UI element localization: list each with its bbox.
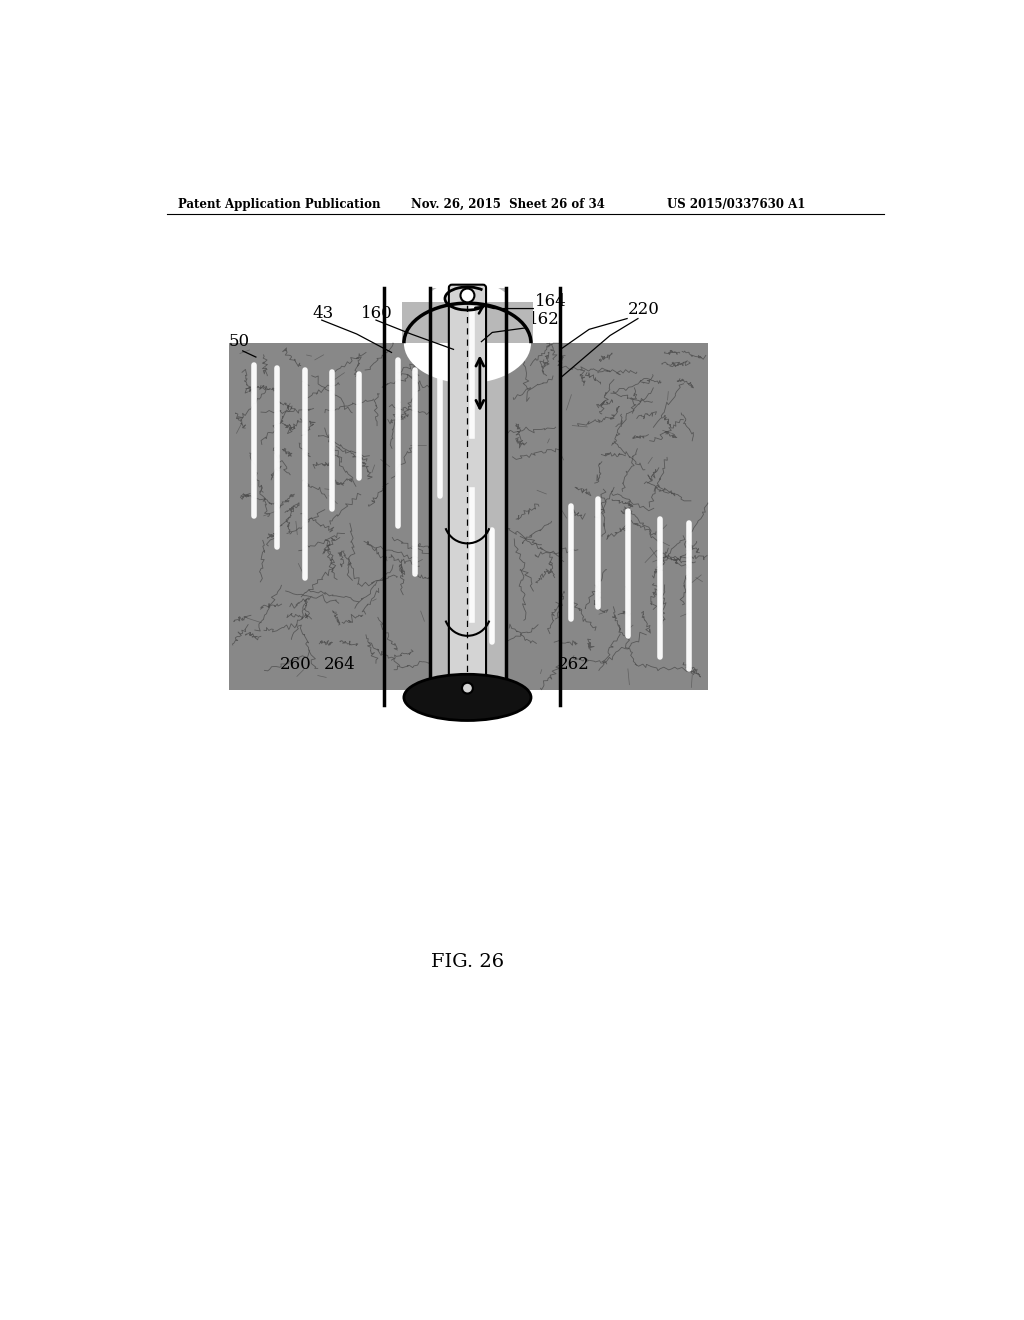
FancyBboxPatch shape (449, 285, 486, 701)
Text: 162: 162 (528, 312, 560, 327)
Text: 43: 43 (312, 305, 334, 322)
Text: 50: 50 (228, 333, 250, 350)
Bar (506, 343, 708, 689)
Bar (228, 343, 430, 689)
Text: 160: 160 (360, 305, 392, 322)
Text: Patent Application Publication: Patent Application Publication (178, 198, 381, 211)
Text: 264: 264 (324, 656, 355, 673)
Bar (402, 302, 532, 343)
Wedge shape (403, 280, 531, 343)
Text: FIG. 26: FIG. 26 (431, 953, 504, 972)
Bar (430, 288, 506, 705)
Text: US 2015/0337630 A1: US 2015/0337630 A1 (667, 198, 805, 211)
Text: 220: 220 (628, 301, 659, 318)
Ellipse shape (403, 675, 531, 721)
Circle shape (461, 289, 474, 302)
Text: 262: 262 (557, 656, 589, 673)
Text: 260: 260 (280, 656, 311, 673)
Circle shape (462, 682, 473, 693)
Text: 164: 164 (535, 293, 566, 310)
Ellipse shape (403, 304, 531, 383)
Text: Nov. 26, 2015  Sheet 26 of 34: Nov. 26, 2015 Sheet 26 of 34 (411, 198, 605, 211)
